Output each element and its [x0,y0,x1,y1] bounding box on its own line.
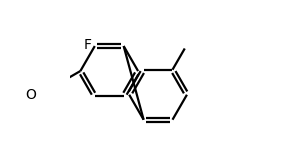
Text: F: F [84,38,92,52]
Text: O: O [25,88,36,102]
